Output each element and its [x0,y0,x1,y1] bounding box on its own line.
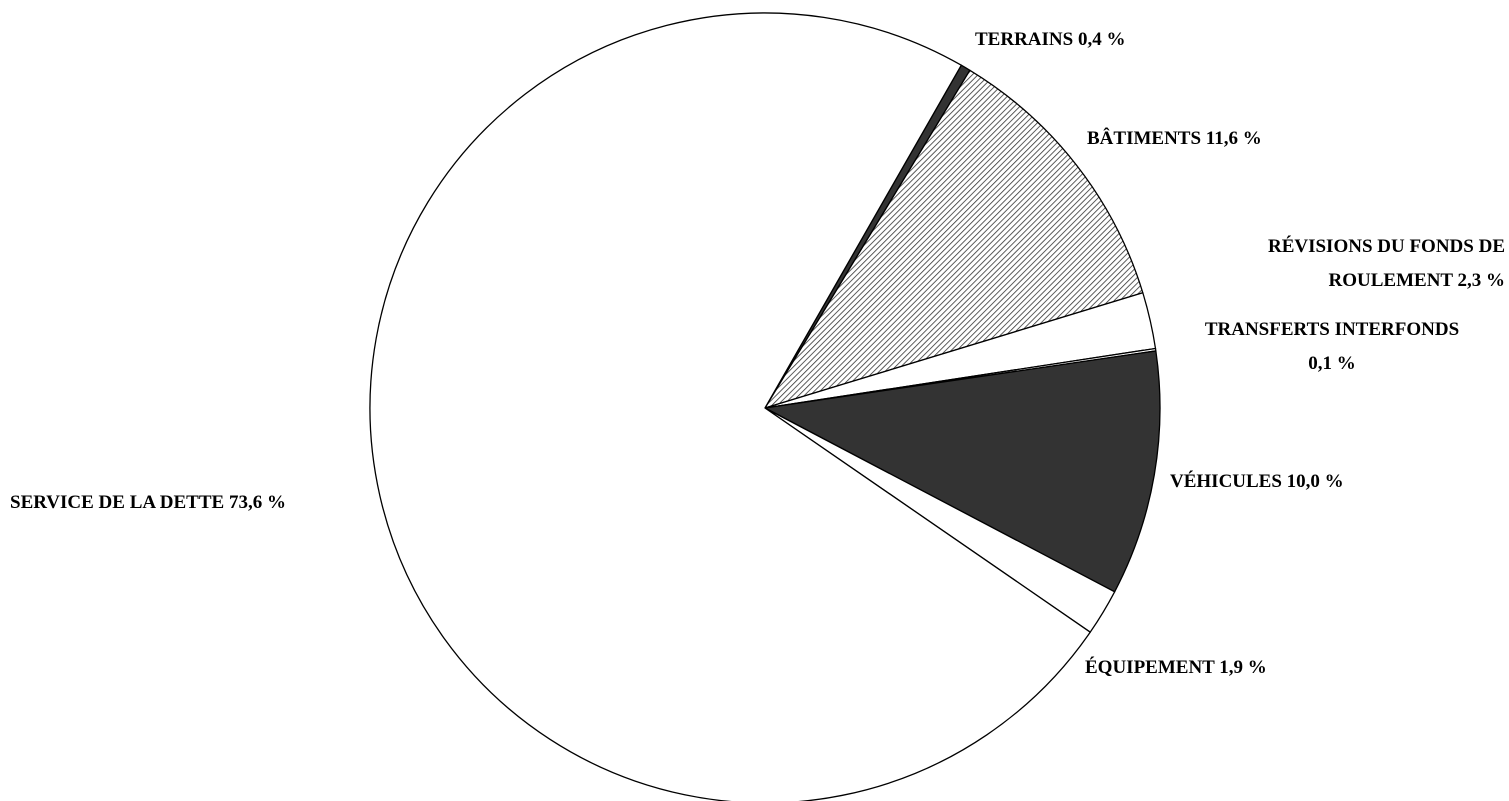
slice-label: TRANSFERTS INTERFONDS 0,1 % [1202,313,1462,381]
slice-value: 2,3 % [1457,270,1506,291]
pie-slice [764,69,1144,409]
slice-label: RÉVISIONS DU FONDS DE ROULEMENT 2,3 % [1165,230,1505,298]
pie-slice [369,12,1091,801]
slice-name: RÉVISIONS DU FONDS DE ROULEMENT [1267,236,1505,291]
slice-value: 10,0 % [1286,471,1344,492]
slice-name: TRANSFERTS INTERFONDS [1204,319,1460,340]
slice-value: 11,6 % [1205,128,1262,149]
slice-name: TERRAINS [975,29,1074,50]
slice-name: ÉQUIPEMENT [1085,657,1215,678]
slice-value: 0,1 % [1308,353,1356,374]
pie-slice [764,350,1161,593]
slice-label: SERVICE DE LA DETTE 73,6 % [10,486,286,520]
slice-value: 73,6 % [228,492,286,513]
slice-name: BÂTIMENTS [1087,128,1202,149]
slice-label: ÉQUIPEMENT 1,9 % [1085,651,1267,685]
slice-label: VÉHICULES 10,0 % [1170,465,1344,499]
slice-value: 1,9 % [1219,657,1267,678]
slice-label: TERRAINS 0,4 % [975,23,1125,57]
slice-name: VÉHICULES [1170,471,1282,492]
slice-label: BÂTIMENTS 11,6 % [1087,122,1262,156]
slice-name: SERVICE DE LA DETTE [10,492,225,513]
slice-value: 0,4 % [1077,29,1126,50]
